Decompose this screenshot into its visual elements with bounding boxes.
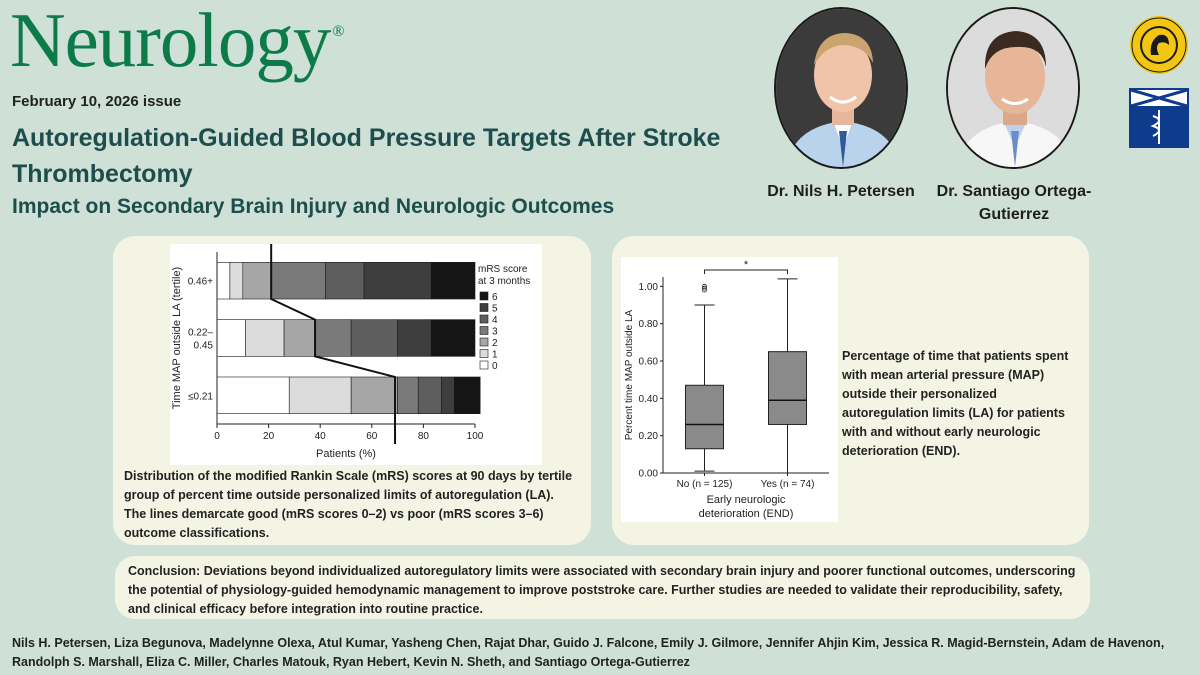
journal-logo: Neurology ®: [10, 0, 344, 83]
conclusion-text: Conclusion: Deviations beyond individual…: [128, 564, 1076, 616]
bar-segment: [350, 319, 398, 357]
x-tick-label: 40: [315, 431, 327, 442]
legend-label: 2: [492, 338, 498, 349]
author-name-petersen: Dr. Nils H. Petersen: [767, 183, 915, 200]
bar-segment: [288, 376, 352, 414]
legend-swatch: [479, 360, 489, 370]
significance-bracket: [704, 269, 788, 274]
y-tick-label: 1.00: [639, 282, 659, 293]
university-crest-icon: [1129, 88, 1189, 148]
article-title: Autoregulation-Guided Blood Pressure Tar…: [12, 124, 721, 188]
category-label: ≤0.21: [188, 391, 213, 402]
x-tick-label: 80: [418, 431, 430, 442]
category-label: 0.46+: [188, 277, 213, 288]
bar-segment: [397, 376, 419, 414]
mrs-stacked-bar-chart: 0.46+ 0.22– 0.45 ≤0.21 0 20 40 60 80 100 Patients …: [170, 244, 542, 465]
x-tick-label: Yes (n = 74): [761, 479, 815, 490]
bar-segment: [245, 319, 285, 357]
legend-swatch: [479, 349, 489, 358]
bar-segment: [417, 376, 442, 414]
seal-icon: [1129, 15, 1189, 75]
portrait-ortega-gutierrez: [946, 7, 1080, 169]
article-subtitle: Impact on Secondary Brain Injury and Neu…: [12, 195, 615, 218]
outlier-point: [702, 285, 707, 291]
legend-swatch: [479, 303, 489, 312]
bar-segment: [350, 376, 398, 414]
x-axis-title: Patients (%): [316, 448, 376, 460]
mrs-chart-svg: 0.46+0.22–0.45≤0.210 20 40 60 80 100Patients …: [171, 244, 530, 460]
y-axis-title: Percent time MAP outside LA: [624, 309, 635, 440]
bar-segment: [363, 262, 432, 300]
right-caption: Percentage of time that patients spent w…: [842, 349, 1069, 458]
y-tick-label: 0.80: [639, 319, 659, 330]
iqr-box: [768, 351, 807, 425]
x-tick-label: 60: [366, 431, 378, 442]
bar-segment: [216, 262, 231, 300]
legend-swatch: [479, 291, 489, 301]
legend-swatch: [479, 326, 489, 335]
y-tick-label: 0.40: [639, 394, 659, 405]
bar-segment: [242, 262, 272, 300]
bar-segment: [325, 262, 365, 300]
legend-label: 6: [492, 292, 498, 303]
bar-segment: [454, 376, 481, 414]
bar-segment: [430, 262, 476, 300]
left-caption: Distribution of the modified Rankin Scal…: [124, 469, 573, 540]
legend-title: at 3 months: [478, 276, 530, 287]
bar-segment: [283, 319, 316, 357]
conclusion-panel: [115, 556, 1090, 619]
category-label: 0.22–: [188, 328, 213, 339]
y-axis-title: Time MAP outside LA (tertile): [171, 267, 183, 409]
issue-date: February 10, 2026 issue: [12, 93, 182, 110]
portrait-petersen: [774, 7, 908, 169]
legend-label: 5: [492, 304, 498, 315]
legend-label: 0: [492, 361, 498, 372]
x-tick-label: 0: [214, 431, 220, 442]
iqr-box: [685, 384, 724, 450]
legend-label: 1: [492, 350, 498, 361]
bar-segment: [314, 319, 352, 357]
bar-segment: [441, 376, 455, 414]
legend-swatch: [479, 337, 489, 347]
bar-segment: [216, 319, 246, 357]
bar-segment: [270, 262, 326, 300]
bar-segment: [229, 262, 244, 300]
x-axis-title: Early neurologic: [707, 494, 786, 506]
y-tick-label: 0.60: [639, 357, 659, 368]
legend-label: 4: [492, 315, 498, 326]
author-name-ortega-gutierrez: Dr. Santiago Ortega- Gutierrez: [936, 183, 1092, 223]
x-tick-label: 100: [467, 431, 484, 442]
significance-marker: *: [744, 259, 749, 271]
legend-label: 3: [492, 327, 498, 338]
good-poor-demarcation-line: [270, 244, 397, 444]
outlier-point: [702, 283, 707, 289]
author-list: Nils H. Petersen, Liza Begunova, Madelyn…: [12, 636, 1165, 669]
bar-segment: [397, 319, 432, 357]
boxplot-svg: 0.00 0.20 0.40 0.60 0.80 1.00 Percent time MAP…: [624, 259, 829, 520]
y-tick-label: 0.20: [639, 431, 659, 442]
legend-title: mRS score: [478, 264, 528, 275]
x-tick-label: No (n = 125): [677, 479, 733, 490]
category-label: 0.45: [194, 341, 214, 352]
y-tick-label: 0.00: [639, 469, 659, 480]
boxplot-chart: 0.00 0.20 0.40 0.60 0.80 1.00 Percent time MAP…: [621, 257, 838, 522]
x-axis-title: deterioration (END): [699, 508, 794, 520]
x-tick-label: 20: [263, 431, 275, 442]
legend-swatch: [479, 314, 489, 324]
bar-segment: [216, 376, 290, 414]
bar-segment: [430, 319, 476, 357]
